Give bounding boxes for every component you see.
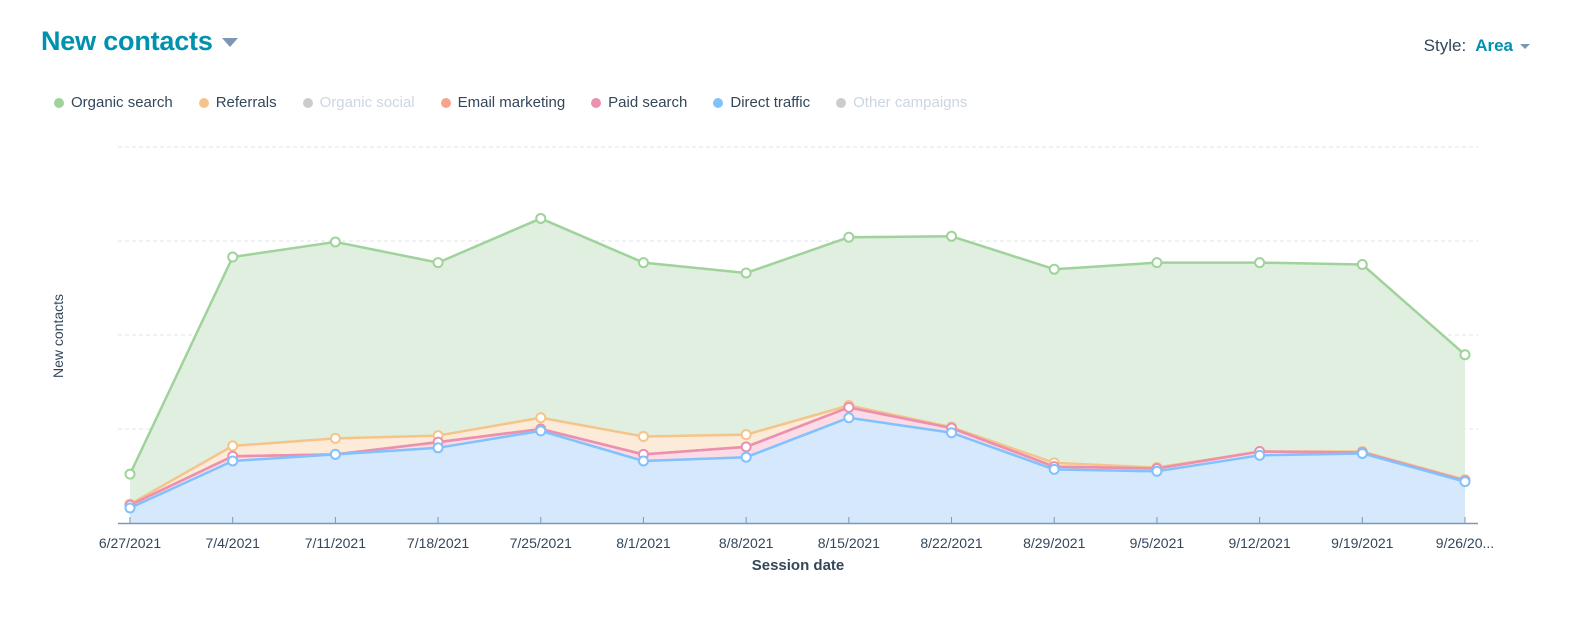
point-organic-search[interactable] [1254, 257, 1266, 269]
line-organic-search [128, 217, 1466, 475]
legend-item-paid-search[interactable]: Paid search [591, 94, 687, 111]
point-direct-traffic[interactable] [124, 502, 136, 514]
caret-down-icon[interactable] [221, 38, 238, 47]
legend-dot-icon [54, 97, 64, 108]
x-axis-title: Session date [752, 557, 845, 574]
x-tick-label: 7/25/2021 [510, 535, 572, 551]
point-referrals[interactable] [637, 431, 649, 443]
point-referrals[interactable] [535, 412, 547, 424]
x-tick-label: 9/12/2021 [1228, 535, 1290, 551]
point-organic-search[interactable] [1356, 259, 1368, 270]
caret-down-icon[interactable] [1520, 43, 1530, 49]
legend-item-email-marketing[interactable]: Email marketing [440, 94, 566, 111]
point-organic-search[interactable] [637, 257, 649, 269]
x-tick-label: 8/15/2021 [818, 535, 880, 551]
x-tick-label: 6/27/2021 [99, 535, 161, 551]
point-organic-search[interactable] [946, 230, 958, 242]
x-tick-label: 7/18/2021 [407, 535, 469, 551]
x-tick-label: 8/22/2021 [920, 535, 982, 551]
series-lines [128, 217, 1466, 510]
legend-item-organic-social[interactable]: Organic social [302, 94, 415, 111]
legend-dot-icon [440, 97, 451, 108]
report-title-dropdown[interactable]: New contacts [41, 26, 238, 57]
legend-dot-icon [836, 97, 847, 108]
legend-label: Organic search [71, 94, 173, 111]
point-organic-search[interactable] [1151, 257, 1163, 269]
point-referrals[interactable] [740, 429, 752, 441]
legend-item-direct-traffic[interactable]: Direct traffic [713, 94, 810, 111]
legend-dot-icon [198, 97, 209, 108]
point-paid-search[interactable] [740, 441, 752, 453]
point-direct-traffic[interactable] [227, 455, 239, 467]
point-organic-search[interactable] [843, 231, 855, 243]
legend-label: Paid search [608, 94, 688, 111]
point-direct-traffic[interactable] [1048, 463, 1060, 475]
point-organic-search[interactable] [1048, 263, 1060, 275]
point-organic-search[interactable] [535, 212, 547, 224]
x-tick-label: 8/8/2021 [719, 535, 774, 551]
x-tick-label: 9/19/2021 [1331, 535, 1393, 551]
x-tick-label: 8/1/2021 [616, 535, 671, 551]
point-direct-traffic[interactable] [740, 451, 752, 463]
line-direct-traffic [129, 416, 1466, 510]
legend-dot-icon [591, 97, 602, 108]
point-referrals[interactable] [227, 440, 239, 452]
point-direct-traffic[interactable] [1459, 476, 1471, 488]
legend-dot-icon [713, 97, 724, 108]
point-direct-traffic[interactable] [946, 427, 958, 439]
point-organic-search[interactable] [1459, 349, 1471, 361]
point-direct-traffic[interactable] [1151, 465, 1163, 477]
x-tick-label: 9/26/20... [1436, 535, 1494, 551]
point-direct-traffic[interactable] [329, 448, 341, 460]
x-tick-label: 7/11/2021 [305, 535, 366, 551]
y-axis-title: New contacts [50, 294, 66, 378]
legend-label: Other campaigns [853, 94, 968, 111]
legend-label: Email marketing [457, 94, 566, 111]
legend-item-referrals[interactable]: Referrals [198, 94, 277, 111]
point-organic-search[interactable] [227, 251, 239, 263]
legend-label: Organic social [319, 94, 415, 111]
point-organic-search[interactable] [124, 468, 136, 480]
legend-label: Referrals [215, 94, 277, 111]
x-axis: 6/27/2021 7/4/2021 7/11/2021 7/18/2021 7/25/… [99, 517, 1494, 551]
report-title: New contacts [41, 26, 213, 56]
legend-dot-icon [302, 97, 313, 108]
x-tick-label: 9/5/2021 [1130, 535, 1185, 551]
point-paid-search[interactable] [843, 401, 855, 413]
chart-legend: Organic search Referrals Organic social Ema… [54, 94, 993, 111]
series-points [124, 212, 1471, 514]
legend-item-other-campaigns[interactable]: Other campaigns [836, 94, 967, 111]
point-direct-traffic[interactable] [637, 455, 649, 467]
point-direct-traffic[interactable] [1356, 447, 1368, 459]
style-selector[interactable]: Style: Area [1424, 36, 1530, 56]
point-direct-traffic[interactable] [535, 425, 547, 437]
series-areas [130, 218, 1465, 523]
point-organic-search[interactable] [740, 267, 752, 279]
point-direct-traffic[interactable] [843, 412, 855, 424]
point-organic-search[interactable] [432, 257, 444, 269]
x-tick-label: 8/29/2021 [1023, 535, 1085, 551]
x-tick-label: 7/4/2021 [205, 535, 260, 551]
point-direct-traffic[interactable] [1254, 449, 1266, 461]
point-referrals[interactable] [329, 432, 341, 444]
style-label: Style: [1423, 36, 1467, 55]
point-organic-search[interactable] [329, 236, 341, 248]
legend-item-organic-search[interactable]: Organic search [54, 94, 173, 111]
style-dropdown-value[interactable]: Area [1475, 36, 1513, 55]
legend-label: Direct traffic [730, 94, 811, 111]
point-direct-traffic[interactable] [432, 442, 444, 454]
